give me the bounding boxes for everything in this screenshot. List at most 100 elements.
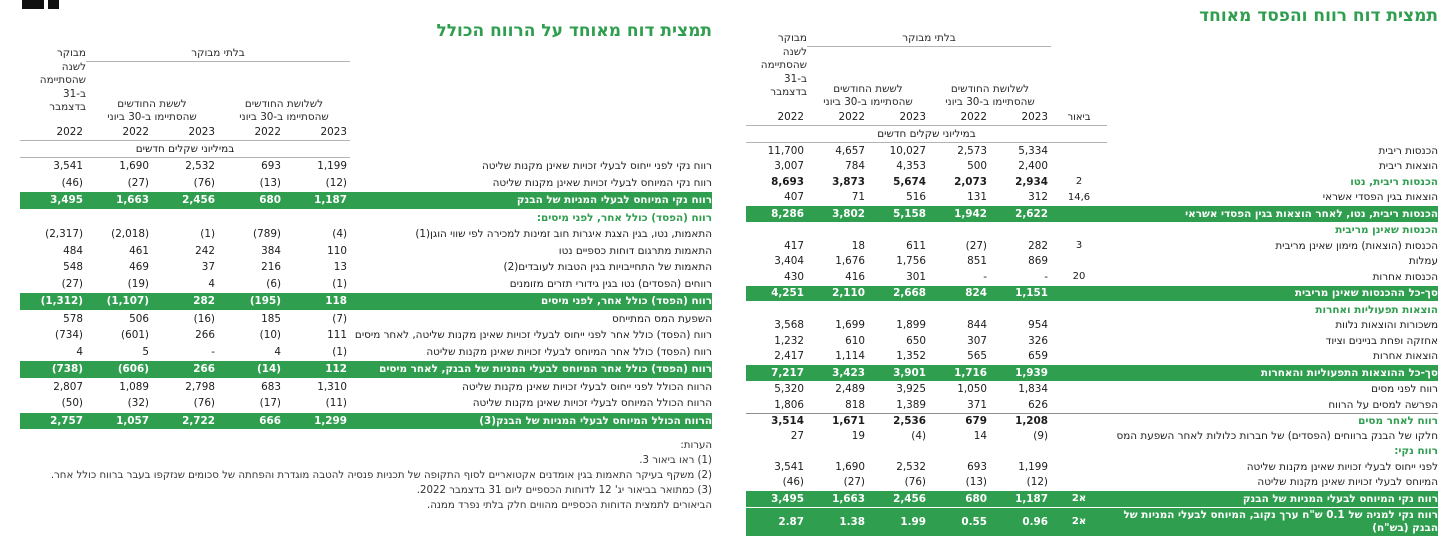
value-cell: 4 [76, 345, 83, 358]
row-label: המיוחס לבעלי זכויות שאינן מקנות שליטה [1257, 476, 1438, 488]
value-cell: (46) [61, 176, 83, 189]
value-cell: 3,541 [774, 460, 804, 473]
value-cell: 869 [1028, 255, 1048, 268]
profit-loss-header: בלתי מבוקר לשלושת החודשים שהסתיימו ב-30 … [746, 30, 1438, 143]
value-cell: (789) [253, 228, 281, 241]
value-cell: 5,320 [774, 383, 804, 396]
value-cell: 1,756 [896, 255, 926, 268]
table-row: התאמות מתרגום דוחות כספיים נטו 110 384 242 4… [20, 243, 712, 260]
value-cell: 242 [195, 244, 215, 257]
value-cell: 0.96 [1022, 515, 1048, 528]
value-cell: 1,690 [119, 160, 149, 173]
table-row: התאמות של התחייבויות בגין הטבות לעובדים(… [20, 259, 712, 276]
value-cell: 131 [967, 191, 987, 204]
value-cell: 2,489 [835, 383, 865, 396]
value-cell: 2,456 [893, 492, 926, 505]
value-cell: 659 [1028, 350, 1048, 363]
year-label: 2022 [122, 126, 149, 138]
value-cell: 693 [967, 460, 987, 473]
value-cell: 307 [967, 334, 987, 347]
value-cell: 1,716 [954, 366, 987, 379]
value-cell: 469 [129, 261, 149, 274]
logo-mark [22, 0, 44, 9]
value-cell: 14 [973, 429, 987, 442]
value-cell: 3,495 [50, 194, 83, 207]
value-cell: 1,663 [116, 194, 149, 207]
value-cell: 2,417 [774, 350, 804, 363]
value-cell: 1,299 [314, 414, 347, 427]
table-row: הוצאות בגין הפסדי אשראי 14,6 312 131 516 71 40… [746, 190, 1438, 206]
row-label: הוצאות תפעוליות ואחרות [1315, 303, 1438, 316]
value-cell: 1,939 [1015, 366, 1048, 379]
value-cell: 10,027 [889, 144, 926, 157]
year-row: ביאור 2023 2022 2023 2022 2022 [746, 110, 1438, 125]
table-row: הרווח הכולל המיוחס לבעלי המניות של הבנק(… [20, 412, 712, 429]
value-cell: 3,901 [893, 366, 926, 379]
value-cell: 824 [965, 287, 987, 300]
note-reference: 14,6 [1067, 191, 1091, 203]
row-label: רווח (הפסד) כולל אחר, לפני מיסים [540, 295, 712, 307]
profit-loss-title: תמצית דוח רווח והפסד מאוחד [1199, 6, 1438, 26]
value-cell: 954 [1028, 319, 1048, 332]
value-cell: (2,317) [45, 228, 83, 241]
value-cell: (1,107) [106, 295, 149, 308]
comprehensive-income-header: בלתי מבוקר לשלושת החודשים שהסתיימו ב-30 … [20, 45, 712, 158]
value-cell: 565 [967, 350, 987, 363]
value-cell: 1,232 [774, 334, 804, 347]
row-label: רווח (הפסד) כולל אחר המיוחס לבעלי המניות… [379, 363, 712, 375]
table-row: אחזקה ופחת בניינים וציוד 326 307 650 610 1,23… [746, 333, 1438, 349]
footnotes-closing: הביאורים לתמצית הדוחות הכספיים מהווים חל… [426, 500, 712, 511]
unaudited-columns-group: בלתי מבוקר לשלושת החודשים שהסתיימו ב-30 … [86, 45, 350, 125]
value-cell: - [983, 270, 987, 283]
value-cell: 1,050 [957, 383, 987, 396]
value-cell: 1.38 [839, 515, 865, 528]
year-label: 2023 [188, 126, 215, 138]
note-reference: 2 [1075, 176, 1083, 188]
profit-loss-rows: הכנסות ריבית 5,334 2,573 10,027 4,657 11,700 ה… [746, 143, 1438, 536]
unaudited-label: בלתי מבוקר [807, 30, 1051, 47]
value-cell: (10) [259, 329, 281, 342]
row-label: רווח נקי המיוחס לבעלי זכויות שאינן מקנות… [492, 176, 712, 189]
table-row: רווח (הפסד) כולל אחר המיוחס לבעלי המניות… [20, 361, 712, 378]
table-row: רווח נקי המיוחס לבעלי המניות של הבנק 2א 1,… [746, 491, 1438, 507]
value-cell: 112 [325, 363, 347, 376]
value-cell: 185 [261, 312, 281, 325]
value-cell: (32) [127, 397, 149, 410]
table-row: משכורות והוצאות נלוות 954 844 1,899 1,699 3,5… [746, 318, 1438, 334]
row-label: חלקו של הבנק ברווחים (הפסדים) של חברות כ… [1116, 429, 1438, 442]
note-reference: 2א [1071, 516, 1087, 527]
value-cell: 851 [967, 255, 987, 268]
value-cell: 2,456 [182, 194, 215, 207]
year-label: 2022 [838, 111, 865, 123]
row-label: הפרשה למסים על הרווח [1328, 398, 1438, 411]
value-cell: 1,834 [1018, 383, 1048, 396]
value-cell: 611 [906, 239, 926, 252]
value-cell: 1,389 [896, 398, 926, 411]
logo-fragment [22, 0, 59, 9]
three-months-header: לשלושת החודשים שהסתיימו ב-30 ביוני [239, 98, 329, 123]
value-cell: - [1044, 270, 1048, 283]
value-cell: - [211, 345, 215, 358]
value-cell: 2,757 [50, 414, 83, 427]
value-cell: 679 [965, 414, 987, 427]
value-cell: 548 [63, 261, 83, 274]
value-cell: 216 [261, 261, 281, 274]
value-cell: (6) [266, 277, 281, 290]
value-cell: (734) [55, 329, 83, 342]
value-cell: 8,286 [771, 207, 804, 220]
value-cell: (12) [1026, 476, 1048, 489]
value-cell: 3,007 [774, 160, 804, 173]
row-label: רווח נקי המיוחס לבעלי המניות של הבנק [516, 194, 712, 206]
value-cell: 3,423 [832, 366, 865, 379]
value-cell: (4) [911, 429, 926, 442]
value-cell: 4 [208, 277, 215, 290]
value-cell: 1,699 [835, 319, 865, 332]
table-row: רווח נקי למניה של 0.1 ש"ח ערך נקוב, המיו… [746, 507, 1438, 536]
value-cell: (76) [193, 397, 215, 410]
value-cell: (27) [843, 476, 865, 489]
value-cell: 683 [261, 380, 281, 393]
note-column-spacer [1051, 30, 1107, 110]
value-cell: 371 [967, 398, 987, 411]
row-label: רווח נקי לפני ייחוס לבעלי זכויות שאינן מ… [481, 160, 712, 172]
value-cell: 666 [259, 414, 281, 427]
